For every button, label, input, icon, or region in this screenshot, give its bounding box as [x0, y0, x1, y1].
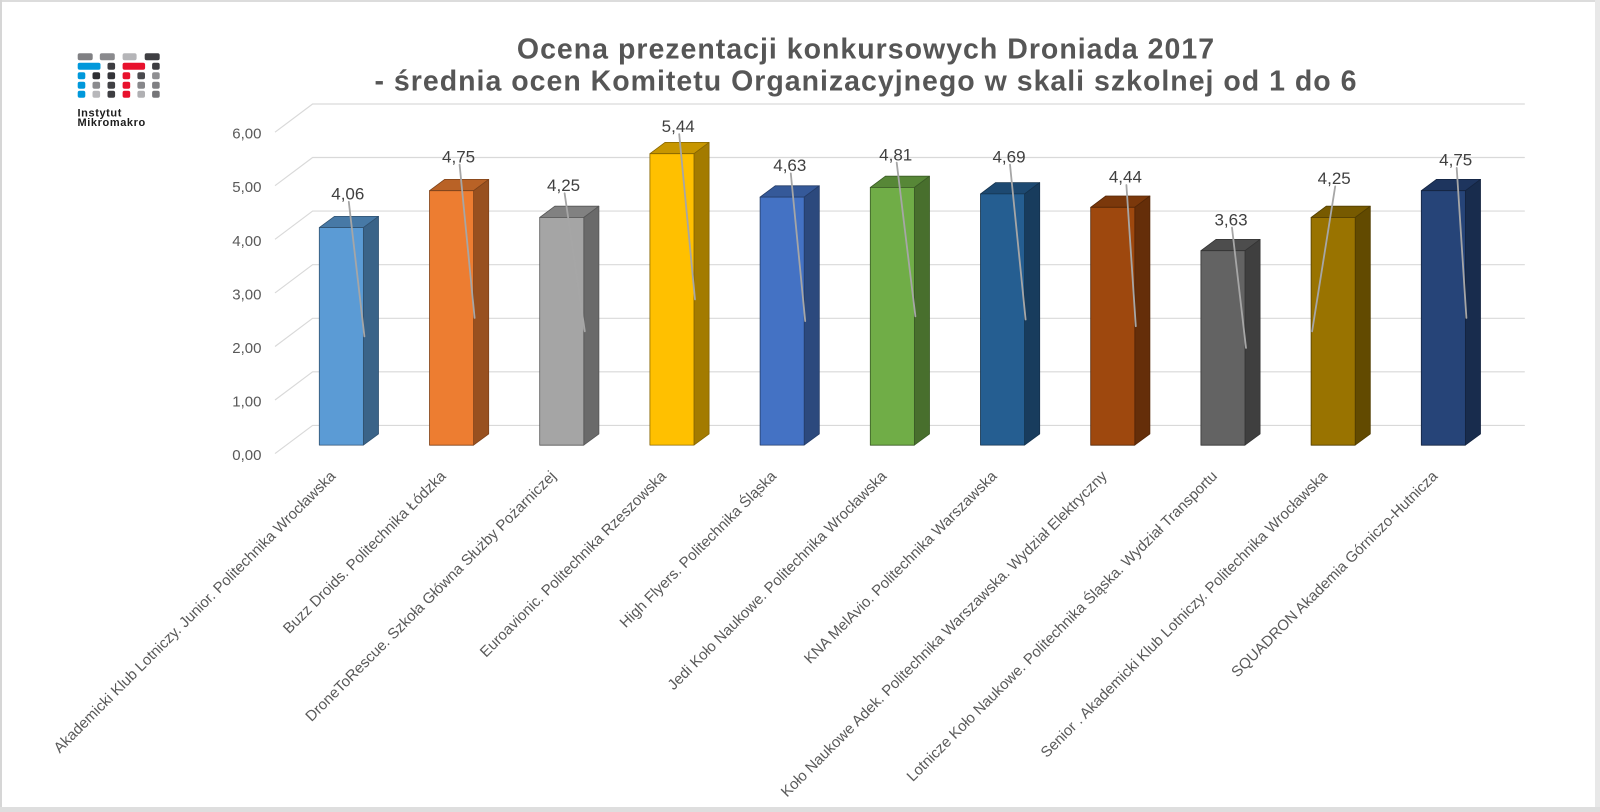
svg-text:5,44: 5,44	[662, 117, 695, 136]
svg-text:3,63: 3,63	[1214, 210, 1247, 229]
svg-text:5,00: 5,00	[232, 179, 261, 196]
svg-text:4,63: 4,63	[773, 156, 806, 175]
svg-text:4,69: 4,69	[992, 147, 1025, 166]
svg-text:6,00: 6,00	[232, 126, 261, 143]
svg-text:0,00: 0,00	[232, 447, 261, 464]
svg-text:1,00: 1,00	[232, 394, 261, 411]
svg-text:4,25: 4,25	[547, 176, 580, 195]
svg-text:4,06: 4,06	[331, 185, 364, 204]
svg-text:4,75: 4,75	[1439, 151, 1472, 170]
svg-text:Instytut: Instytut	[78, 108, 123, 120]
svg-text:4,00: 4,00	[232, 233, 261, 250]
svg-text:4,44: 4,44	[1109, 168, 1142, 187]
svg-text:4,81: 4,81	[879, 145, 912, 164]
svg-text:3,00: 3,00	[232, 286, 261, 303]
svg-text:Ocena prezentacji konkursowych: Ocena prezentacji konkursowych Droniada …	[517, 34, 1215, 66]
svg-text:2,00: 2,00	[232, 340, 261, 357]
svg-text:4,75: 4,75	[442, 147, 475, 166]
svg-text:4,25: 4,25	[1318, 169, 1351, 188]
svg-text:- średnia ocen Komitetu Organi: - średnia ocen Komitetu Organizacyjnego …	[375, 66, 1358, 98]
svg-text:Mikromakro: Mikromakro	[78, 117, 146, 129]
